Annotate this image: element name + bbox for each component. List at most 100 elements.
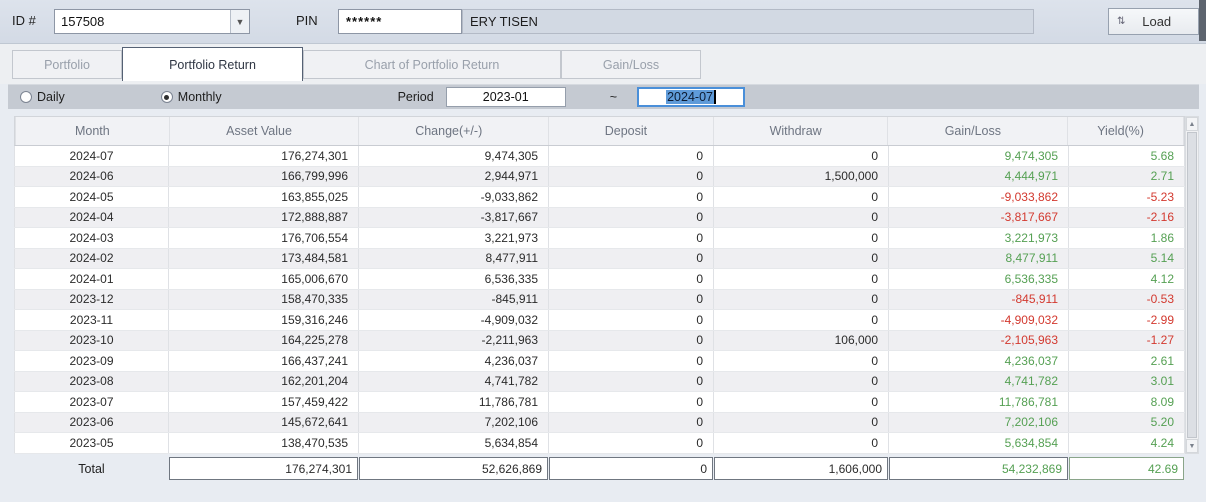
id-label: ID # <box>12 13 36 28</box>
value-cell: -5.23 <box>1069 187 1185 207</box>
value-cell: 165,006,670 <box>169 269 359 289</box>
column-header-change[interactable]: Change(+/-) <box>359 117 550 145</box>
table-row[interactable]: 2023-11 159,316,246 -4,909,032 0 0 -4,909,032… <box>14 310 1185 331</box>
scrollbar-thumb[interactable] <box>1187 132 1197 438</box>
value-cell: 5.14 <box>1069 248 1185 268</box>
value-cell: -3,817,667 <box>889 207 1069 227</box>
value-cell: 8,477,911 <box>889 248 1069 268</box>
column-header-gain-loss[interactable]: Gain/Loss <box>888 117 1069 145</box>
month-cell: 2023-07 <box>14 392 169 412</box>
value-cell: 0 <box>714 433 889 453</box>
column-header-asset-value[interactable]: Asset Value <box>170 117 360 145</box>
scroll-down-icon[interactable]: ▼ <box>1186 439 1198 453</box>
table-row[interactable]: 2024-02 173,484,581 8,477,911 0 0 8,477,911 5.… <box>14 248 1185 269</box>
value-cell: -0.53 <box>1069 289 1185 309</box>
value-cell: 0 <box>549 166 714 186</box>
table-row[interactable]: 2024-06 166,799,996 2,944,971 0 1,500,000 4,4… <box>14 166 1185 187</box>
value-cell: 0 <box>549 351 714 371</box>
value-cell: 0 <box>549 289 714 309</box>
period-to-input[interactable]: 2024-07 <box>637 87 746 107</box>
value-cell: -1.27 <box>1069 330 1185 350</box>
value-cell: 0 <box>714 392 889 412</box>
value-cell: 9,474,305 <box>359 146 549 166</box>
value-cell: 11,786,781 <box>889 392 1069 412</box>
table-row[interactable]: 2024-01 165,006,670 6,536,335 0 0 6,536,335 4.… <box>14 269 1185 290</box>
value-cell: 176,274,301 <box>169 146 359 166</box>
updown-arrow-icon: ⇅ <box>1117 16 1126 27</box>
chevron-down-icon[interactable]: ▼ <box>230 10 249 33</box>
period-controls-bar: Daily Monthly Period 2023-01 ~ 2024-07 <box>8 84 1199 109</box>
value-cell: 0 <box>714 207 889 227</box>
value-cell: 158,470,335 <box>169 289 359 309</box>
tab-bar: Portfolio Portfolio Return Chart of Port… <box>0 44 1206 84</box>
value-cell: 0 <box>549 310 714 330</box>
column-header-month[interactable]: Month <box>15 117 170 145</box>
tilde-separator: ~ <box>609 90 618 104</box>
value-cell: 4,236,037 <box>889 351 1069 371</box>
table-row[interactable]: 2024-04 172,888,887 -3,817,667 0 0 -3,817,667… <box>14 207 1185 228</box>
value-cell: 4,741,782 <box>359 371 549 391</box>
value-cell: 1.86 <box>1069 228 1185 248</box>
value-cell: 138,470,535 <box>169 433 359 453</box>
value-cell: 1,500,000 <box>714 166 889 186</box>
column-header-deposit[interactable]: Deposit <box>549 117 714 145</box>
value-cell: 159,316,246 <box>169 310 359 330</box>
table-row[interactable]: 2024-07 176,274,301 9,474,305 0 0 9,474,305 5.… <box>14 146 1185 167</box>
table-row[interactable]: 2023-09 166,437,241 4,236,037 0 0 4,236,037 2.… <box>14 351 1185 372</box>
value-cell: 4.12 <box>1069 269 1185 289</box>
month-cell: 2023-11 <box>14 310 169 330</box>
vertical-scrollbar[interactable]: ▲ ▼ <box>1185 116 1199 454</box>
text-caret <box>713 90 716 104</box>
id-combobox[interactable]: 157508 ▼ <box>54 9 250 34</box>
month-cell: 2024-03 <box>14 228 169 248</box>
column-header-withdraw[interactable]: Withdraw <box>714 117 889 145</box>
value-cell: 0 <box>549 187 714 207</box>
value-cell: -845,911 <box>359 289 549 309</box>
month-cell: 2023-05 <box>14 433 169 453</box>
tab-chart-of-portfolio-return[interactable]: Chart of Portfolio Return <box>303 50 561 79</box>
pin-input[interactable]: ****** <box>338 9 462 34</box>
load-button-label: Load <box>1142 14 1172 29</box>
value-cell: 2.71 <box>1069 166 1185 186</box>
daily-radio[interactable] <box>20 91 32 103</box>
monthly-radio[interactable] <box>160 91 173 103</box>
tab-label: Portfolio Return <box>169 57 256 72</box>
table-row[interactable]: 2023-10 164,225,278 -2,211,963 0 106,000 -2,1… <box>14 330 1185 351</box>
period-from-input[interactable]: 2023-01 <box>445 87 566 107</box>
scroll-up-icon[interactable]: ▲ <box>1186 117 1198 131</box>
value-cell: 0 <box>714 371 889 391</box>
tab-portfolio-return[interactable]: Portfolio Return <box>122 47 303 81</box>
value-cell: 7,202,106 <box>889 412 1069 432</box>
value-cell: 0 <box>549 248 714 268</box>
table-row[interactable]: 2023-12 158,470,335 -845,911 0 0 -845,911 -0.5… <box>14 289 1185 310</box>
value-cell: -2,211,963 <box>359 330 549 350</box>
table-row[interactable]: 2023-08 162,201,204 4,741,782 0 0 4,741,782 3.… <box>14 371 1185 392</box>
table-row[interactable]: 2023-06 145,672,641 7,202,106 0 0 7,202,106 5.… <box>14 412 1185 433</box>
table-row[interactable]: 2024-03 176,706,554 3,221,973 0 0 3,221,973 1.… <box>14 228 1185 249</box>
value-cell: 0 <box>549 412 714 432</box>
monthly-radio-group[interactable]: Monthly <box>160 90 222 104</box>
pin-value: ****** <box>346 14 383 29</box>
value-cell: 0 <box>549 269 714 289</box>
table-row[interactable]: 2024-05 163,855,025 -9,033,862 0 0 -9,033,862… <box>14 187 1185 208</box>
value-cell: 0 <box>549 146 714 166</box>
load-button[interactable]: ⇅ Load <box>1108 8 1199 35</box>
column-header-yield[interactable]: Yield(%) <box>1068 117 1184 145</box>
value-cell: 2.61 <box>1069 351 1185 371</box>
daily-radio-group[interactable]: Daily <box>20 90 65 104</box>
value-cell: 172,888,887 <box>169 207 359 227</box>
total-label: Total <box>78 461 105 476</box>
value-cell: 6,536,335 <box>889 269 1069 289</box>
total-change: 52,626,869 <box>359 457 548 480</box>
tab-gain-loss[interactable]: Gain/Loss <box>561 50 701 79</box>
value-cell: -4,909,032 <box>889 310 1069 330</box>
table-row[interactable]: 2023-07 157,459,422 11,786,781 0 0 11,786,781… <box>14 392 1185 413</box>
value-cell: 162,201,204 <box>169 371 359 391</box>
tab-portfolio[interactable]: Portfolio <box>12 50 122 79</box>
period-from-value: 2023-01 <box>482 90 529 104</box>
value-cell: 164,225,278 <box>169 330 359 350</box>
month-cell: 2023-09 <box>14 351 169 371</box>
table-row[interactable]: 2023-05 138,470,535 5,634,854 0 0 5,634,854 4.… <box>14 433 1185 454</box>
period-label: Period <box>397 90 434 104</box>
value-cell: 0 <box>549 228 714 248</box>
